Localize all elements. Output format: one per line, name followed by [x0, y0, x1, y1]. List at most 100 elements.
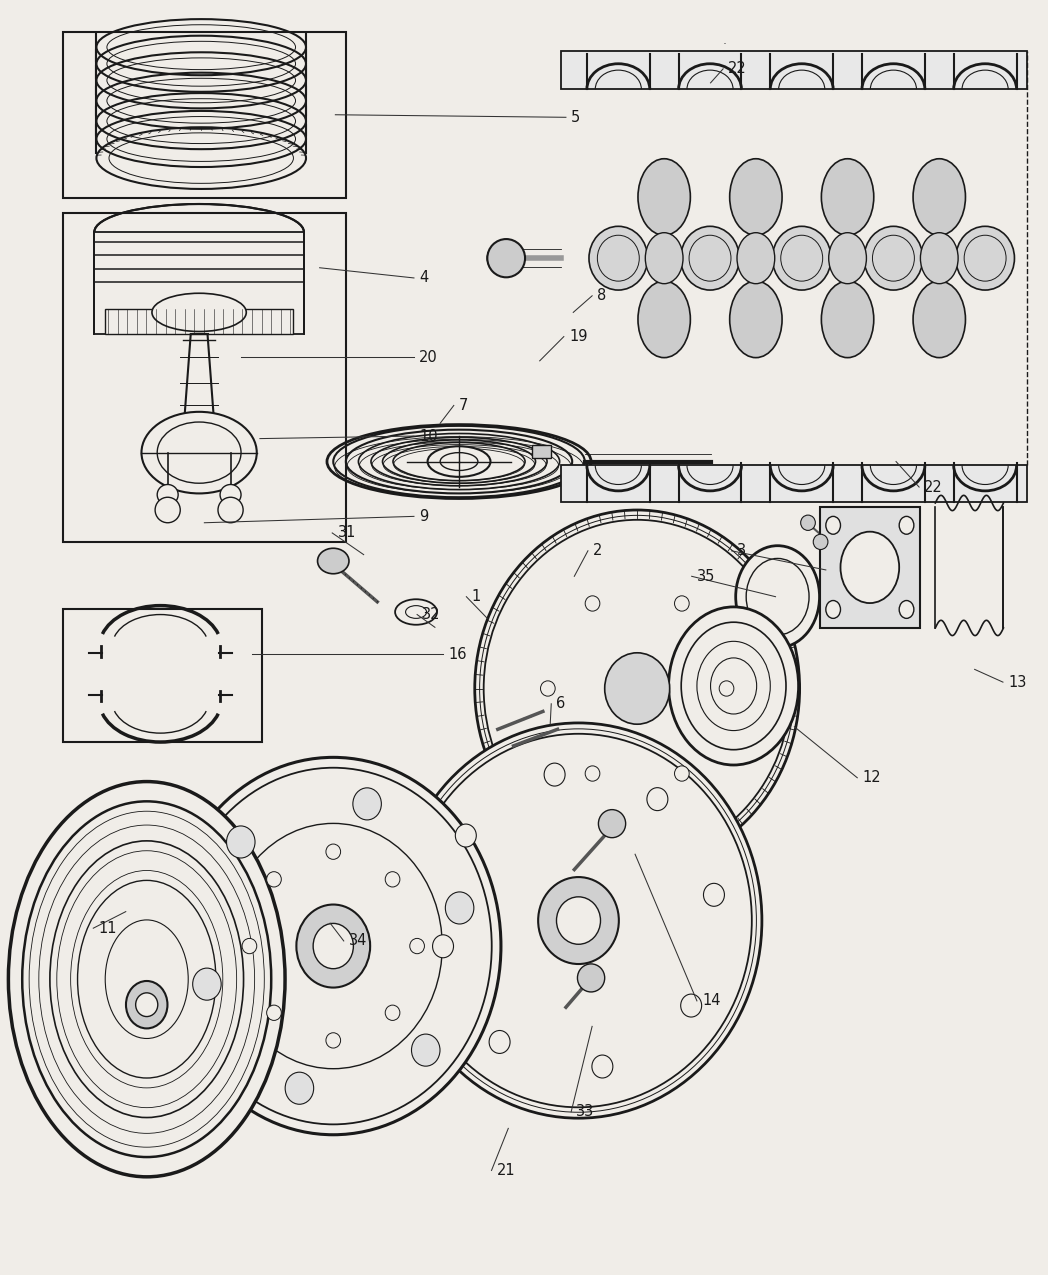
- Ellipse shape: [605, 653, 670, 724]
- Ellipse shape: [736, 546, 820, 648]
- Ellipse shape: [433, 935, 454, 958]
- Ellipse shape: [589, 227, 648, 291]
- Ellipse shape: [326, 1033, 341, 1048]
- Ellipse shape: [719, 681, 734, 696]
- Ellipse shape: [556, 896, 601, 945]
- Ellipse shape: [681, 994, 702, 1017]
- Ellipse shape: [141, 412, 257, 493]
- Ellipse shape: [840, 532, 899, 603]
- Text: 34: 34: [349, 933, 368, 949]
- Text: 33: 33: [576, 1104, 594, 1119]
- Text: 21: 21: [497, 1163, 516, 1178]
- Bar: [94, 232, 304, 334]
- Ellipse shape: [353, 788, 381, 820]
- Bar: [820, 506, 919, 627]
- Ellipse shape: [920, 232, 958, 284]
- Polygon shape: [561, 51, 1027, 89]
- Text: 12: 12: [863, 770, 881, 785]
- Ellipse shape: [541, 681, 555, 696]
- Text: 5: 5: [571, 110, 581, 125]
- Text: 32: 32: [422, 607, 441, 622]
- Text: 22: 22: [924, 479, 943, 495]
- Ellipse shape: [638, 282, 691, 358]
- Ellipse shape: [737, 232, 774, 284]
- Text: 16: 16: [449, 646, 467, 662]
- Ellipse shape: [703, 884, 724, 907]
- Text: 3: 3: [737, 543, 746, 558]
- Ellipse shape: [285, 1072, 313, 1104]
- Ellipse shape: [539, 877, 618, 964]
- Bar: [105, 309, 293, 334]
- Ellipse shape: [193, 968, 221, 1000]
- Ellipse shape: [577, 964, 605, 992]
- Ellipse shape: [826, 516, 840, 534]
- Ellipse shape: [8, 782, 285, 1177]
- Ellipse shape: [801, 515, 815, 530]
- Ellipse shape: [297, 904, 370, 988]
- Ellipse shape: [638, 159, 691, 235]
- Ellipse shape: [218, 497, 243, 523]
- Text: 22: 22: [728, 61, 747, 76]
- Ellipse shape: [428, 446, 490, 477]
- Ellipse shape: [864, 227, 923, 291]
- Ellipse shape: [157, 484, 178, 505]
- Ellipse shape: [813, 534, 828, 550]
- Ellipse shape: [669, 607, 799, 765]
- Ellipse shape: [829, 232, 867, 284]
- Ellipse shape: [135, 993, 158, 1016]
- Ellipse shape: [592, 1054, 613, 1077]
- Bar: [63, 609, 262, 742]
- Ellipse shape: [956, 227, 1014, 291]
- Ellipse shape: [126, 980, 168, 1029]
- Ellipse shape: [318, 548, 349, 574]
- Text: 8: 8: [597, 288, 607, 303]
- Ellipse shape: [680, 227, 740, 291]
- Ellipse shape: [772, 227, 831, 291]
- Ellipse shape: [242, 938, 257, 954]
- Ellipse shape: [487, 244, 519, 274]
- Ellipse shape: [899, 516, 914, 534]
- Text: 4: 4: [419, 270, 429, 286]
- Ellipse shape: [166, 757, 501, 1135]
- Ellipse shape: [226, 826, 255, 858]
- Ellipse shape: [266, 872, 281, 887]
- Text: 9: 9: [419, 509, 429, 524]
- Text: 35: 35: [697, 569, 716, 584]
- Ellipse shape: [475, 510, 800, 867]
- Ellipse shape: [647, 788, 668, 811]
- Bar: [63, 213, 346, 542]
- Ellipse shape: [155, 497, 180, 523]
- Ellipse shape: [729, 282, 782, 358]
- Ellipse shape: [899, 601, 914, 618]
- Ellipse shape: [913, 282, 965, 358]
- Ellipse shape: [585, 595, 599, 611]
- Ellipse shape: [220, 484, 241, 505]
- Ellipse shape: [544, 764, 565, 787]
- Ellipse shape: [313, 923, 353, 969]
- Ellipse shape: [326, 844, 341, 859]
- Text: 20: 20: [419, 349, 438, 365]
- Text: 13: 13: [1008, 674, 1027, 690]
- Ellipse shape: [410, 938, 424, 954]
- Text: 31: 31: [337, 525, 356, 541]
- Text: 2: 2: [593, 543, 603, 558]
- Text: 11: 11: [99, 921, 117, 936]
- Ellipse shape: [266, 1005, 281, 1020]
- Text: 14: 14: [702, 993, 721, 1009]
- Ellipse shape: [585, 766, 599, 782]
- Polygon shape: [561, 465, 1027, 502]
- Bar: [63, 32, 346, 198]
- Text: 1: 1: [472, 589, 481, 604]
- Ellipse shape: [152, 293, 246, 332]
- Ellipse shape: [675, 595, 690, 611]
- Text: 10: 10: [419, 428, 438, 444]
- Ellipse shape: [675, 766, 690, 782]
- Ellipse shape: [445, 892, 474, 924]
- Ellipse shape: [386, 1005, 400, 1020]
- Ellipse shape: [729, 159, 782, 235]
- Ellipse shape: [822, 159, 874, 235]
- Ellipse shape: [913, 159, 965, 235]
- Ellipse shape: [386, 872, 400, 887]
- Ellipse shape: [487, 240, 525, 278]
- Text: 6: 6: [556, 696, 566, 711]
